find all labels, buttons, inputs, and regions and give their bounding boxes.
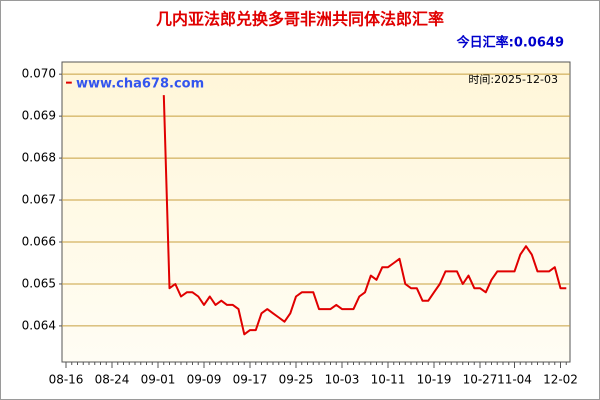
- x-tick-label: 10-11: [371, 373, 406, 387]
- y-tick-label: 0.067: [22, 193, 56, 207]
- y-tick-label: 0.068: [22, 151, 56, 165]
- x-tick-label: 11-04: [497, 373, 532, 387]
- x-tick-label: 09-01: [141, 373, 176, 387]
- x-tick-label: 09-09: [187, 373, 222, 387]
- chart-title: 几内亚法郎兑换多哥非洲共同体法郎汇率: [156, 10, 444, 29]
- x-tick-label: 10-27: [463, 373, 498, 387]
- plot-area: [61, 61, 571, 363]
- x-tick-label: 09-25: [279, 373, 314, 387]
- x-tick-label: 09-17: [233, 373, 268, 387]
- x-tick-label: 10-03: [325, 373, 360, 387]
- y-tick-label: 0.066: [22, 235, 56, 249]
- y-tick-label: 0.069: [22, 109, 56, 123]
- date-note: 时间:2025-12-03: [468, 73, 558, 86]
- watermark: www.cha678.com: [76, 77, 204, 92]
- x-tick-label: 12-02: [543, 373, 578, 387]
- y-tick-label: 0.065: [22, 276, 56, 290]
- x-tick-label: 10-19: [417, 373, 452, 387]
- subtitle: 今日汇率:0.0649: [456, 35, 564, 51]
- x-tick-label: 08-24: [95, 373, 130, 387]
- y-tick-label: 0.070: [22, 67, 56, 81]
- line-series: [66, 81, 567, 336]
- y-tick-label: 0.064: [22, 318, 56, 332]
- x-tick-label: 08-16: [49, 373, 84, 387]
